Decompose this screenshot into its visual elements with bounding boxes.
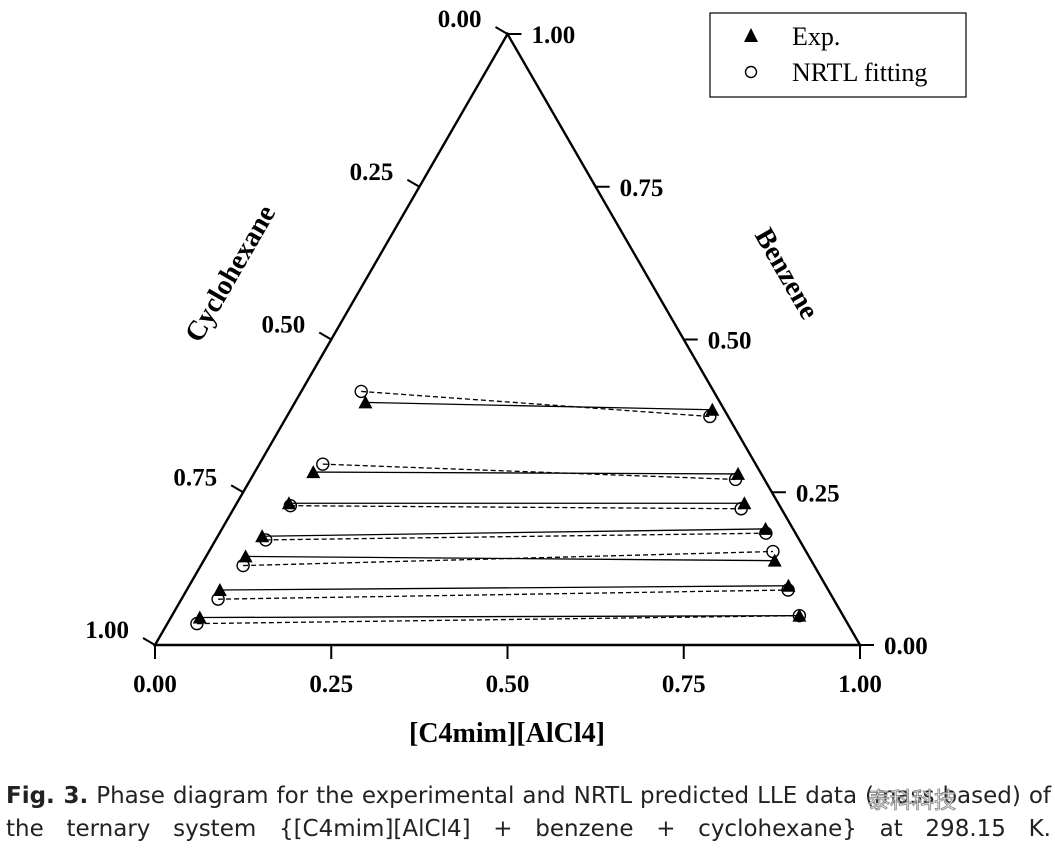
- caption-text: Phase diagram for the experimental and N…: [6, 783, 1051, 842]
- nrtl-point: [211, 592, 225, 606]
- exp-point: [192, 610, 207, 624]
- right-tick-label: 0.50: [708, 328, 752, 355]
- exp-tie-line: [365, 401, 713, 411]
- tie-lines: [196, 390, 800, 625]
- nrtl-point: [283, 498, 298, 513]
- nrtl-tie-line: [290, 505, 742, 510]
- legend-label-exp: Exp.: [792, 22, 840, 51]
- nrtl-tie-line: [243, 550, 773, 567]
- exp-point: [358, 395, 373, 409]
- exp-tie-line: [199, 615, 800, 619]
- legend-label-nrtl: NRTL fitting: [792, 58, 927, 87]
- exp-point: [758, 521, 773, 535]
- nrtl-tie-line: [196, 615, 800, 625]
- exp-point: [781, 578, 796, 592]
- exp-tie-line: [219, 585, 789, 591]
- legend: Exp. NRTL fitting: [709, 12, 967, 98]
- tick-labels: 0.00 0.00 0.00 0.25 0.25 0.25 0.50 0.50 0.50 0.75…: [85, 6, 928, 698]
- exp-point: [281, 496, 296, 510]
- ternary-frame: [152, 31, 863, 647]
- right-tick-label: 0.75: [620, 175, 664, 202]
- exp-point: [767, 553, 782, 567]
- left-tick-label: 0.00: [438, 6, 482, 33]
- left-tick: [142, 637, 156, 646]
- exp-tie-line: [262, 528, 766, 537]
- nrtl-point: [734, 502, 748, 516]
- nrtl-point: [766, 544, 780, 559]
- nrtl-point: [792, 608, 807, 623]
- nrtl-point: [258, 533, 273, 547]
- left-tick: [406, 178, 420, 188]
- left-tick-label: 1.00: [85, 617, 129, 644]
- bottom-tick-label: 0.50: [486, 671, 530, 698]
- left-tick: [230, 484, 244, 494]
- left-tick-label: 0.75: [173, 464, 217, 491]
- nrtl-tie-line: [265, 532, 766, 541]
- nrtl-point: [354, 384, 368, 399]
- nrtl-tie-line: [322, 463, 736, 481]
- legend-circle-icon: [744, 65, 758, 79]
- legend-triangle-icon: [744, 28, 758, 42]
- right-tick-label: 0.25: [796, 480, 840, 507]
- right-tick-label: 0.00: [884, 633, 928, 660]
- exp-point: [792, 608, 807, 622]
- legend-box: [709, 12, 967, 98]
- nrtl-point: [728, 472, 743, 487]
- bottom-tick-label: 1.00: [838, 671, 882, 698]
- nrtl-point: [316, 457, 330, 471]
- nrtl-tie-line: [218, 589, 789, 600]
- nrtl-point: [781, 583, 795, 597]
- nrtl-point: [703, 409, 717, 424]
- right-tick-label: 1.00: [532, 22, 576, 49]
- nrtl-point: [759, 526, 773, 540]
- exp-point: [737, 496, 752, 510]
- left-tick-label: 0.25: [350, 159, 394, 186]
- nrtl-tie-line: [361, 390, 710, 418]
- exp-tie-line: [313, 471, 739, 475]
- right-axis-title: Benzene: [748, 223, 825, 325]
- left-tick: [318, 331, 332, 341]
- left-tick-label: 0.50: [262, 312, 306, 339]
- exp-point: [306, 465, 321, 479]
- bottom-tick-label: 0.75: [662, 671, 706, 698]
- ternary-plot: 0.00 0.00 0.00 0.25 0.25 0.25 0.50 0.50 0.50 0.75…: [85, 6, 967, 749]
- nrtl-point: [190, 616, 204, 631]
- tick-marks: [142, 26, 874, 659]
- bottom-axis-title: [C4mim][AlCl4]: [409, 718, 605, 749]
- triangle-outline: [152, 31, 863, 647]
- nrtl-point: [236, 558, 250, 573]
- watermark: 泰科科技: [868, 789, 957, 815]
- figure-caption: Fig. 3. Phase diagram for the experiment…: [6, 780, 1051, 846]
- bottom-tick-label: 0.00: [133, 671, 177, 698]
- bottom-tick-label: 0.25: [309, 671, 353, 698]
- left-tick: [494, 26, 509, 35]
- caption-label: Fig. 3.: [6, 783, 89, 809]
- data-markers: [190, 384, 807, 631]
- exp-point: [705, 402, 720, 416]
